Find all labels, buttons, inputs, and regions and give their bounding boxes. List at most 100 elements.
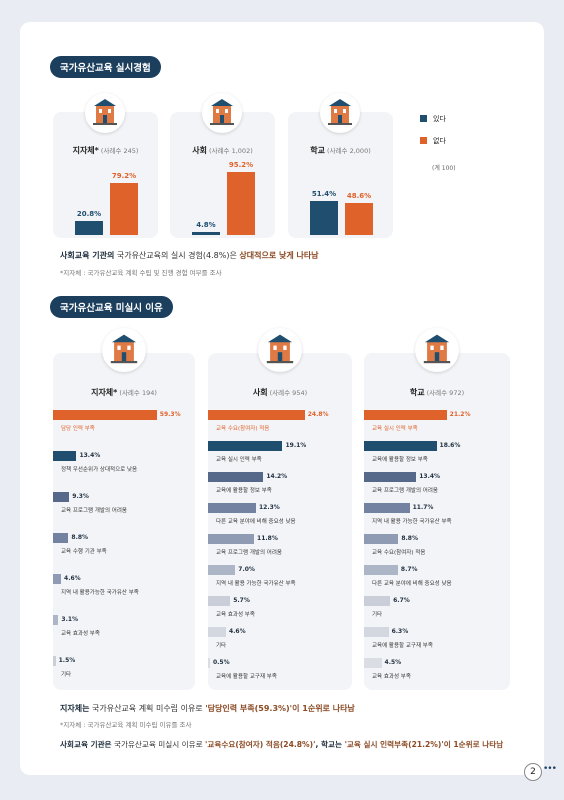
- value-label: 4.6%: [64, 575, 81, 582]
- text-segment: 국가유산교육 미실시 이유로: [111, 740, 206, 749]
- bar: [364, 596, 391, 606]
- icon: [102, 328, 146, 372]
- bar: [364, 472, 417, 482]
- value-label: 24.8%: [307, 411, 329, 418]
- section-title: 국가유산교육 미실시 이유: [50, 296, 173, 318]
- building-icon: [266, 334, 294, 364]
- value-label: 0.5%: [212, 659, 230, 666]
- reason-label: 교육 프로그램 개발의 어려움: [216, 550, 282, 556]
- value-label: 8.7%: [400, 566, 418, 573]
- value-label: 12.3%: [258, 504, 280, 511]
- value-label: 95.2%: [228, 161, 254, 170]
- value-label: 6.3%: [391, 628, 409, 635]
- bar: [53, 492, 70, 502]
- value-label: 3.1%: [61, 616, 79, 623]
- statement: 지자체는 국가유산교육 계획 미수립 이유로 '담당인력 부족(59.3%)'이…: [60, 703, 355, 714]
- value-label: 1.5%: [58, 657, 76, 664]
- reason-label: 교육 프로그램 개발의 어려움: [61, 508, 127, 514]
- bar: [53, 533, 69, 543]
- bar: [208, 596, 231, 606]
- text-segment: '담당인력 부족(59.3%)'이 1순위로 나타남: [205, 704, 355, 713]
- value-label: 51.4%: [311, 190, 337, 199]
- bar: [364, 658, 382, 668]
- panel-title: 사회 (사례수 1,002): [170, 145, 275, 156]
- building-icon: [110, 334, 138, 364]
- reason-label: 지역 내 활용 가능한 국가유산 부족: [216, 581, 296, 587]
- building-icon: [423, 334, 451, 364]
- value-label: 11.7%: [412, 504, 434, 511]
- reason-label: 교육 수요(참여자) 적음: [216, 426, 270, 432]
- value-label: 6.7%: [393, 597, 410, 604]
- bar: [208, 565, 236, 575]
- icon: [85, 93, 125, 133]
- value-label: 13.4%: [419, 473, 441, 480]
- reason-label: 교육에 활용할 정보 부족: [216, 488, 272, 494]
- bar: [75, 221, 103, 235]
- value-label: 8.8%: [401, 535, 418, 542]
- value-label: 11.8%: [257, 535, 278, 542]
- value-label: 4.5%: [384, 659, 402, 666]
- note: *지자체 : 국가유산교육 계획 미수립 이유를 조사: [60, 721, 192, 729]
- value-label: 9.3%: [72, 493, 89, 500]
- bar: [364, 441, 437, 451]
- name: 사회: [192, 146, 207, 155]
- reason-label: 지역 내 활용 가능한 국가유산 부족: [372, 519, 452, 525]
- value-label: 4.6%: [228, 628, 246, 635]
- sample: (사례수 972): [424, 389, 465, 397]
- reason-label: 기타: [61, 672, 72, 678]
- icon: [202, 93, 242, 133]
- panel: [53, 353, 195, 690]
- reason-label: 기타: [372, 612, 383, 618]
- legend-swatch: [420, 115, 427, 122]
- bar: [208, 658, 210, 668]
- icon: [415, 328, 459, 372]
- panel-title: 학교 (사례수 2,000): [288, 145, 393, 156]
- bar: [364, 627, 389, 637]
- legend-swatch: [420, 137, 427, 144]
- name: 학교: [409, 388, 425, 397]
- bar: [208, 503, 256, 513]
- building-icon: [328, 99, 352, 125]
- reason-label: 교육 프로그램 개발의 어려움: [372, 488, 438, 494]
- reason-label: 기타: [216, 643, 227, 649]
- bar: [208, 441, 283, 451]
- value-label: 14.2%: [266, 473, 288, 480]
- building-icon: [93, 99, 117, 125]
- value-label: 13.4%: [79, 452, 101, 459]
- bar: [364, 565, 398, 575]
- bar: [364, 503, 410, 513]
- reason-label: 교육 실시 인력 부족: [372, 426, 418, 432]
- reason-label: 교육 효과성 부족: [61, 631, 100, 637]
- bar: [208, 627, 226, 637]
- text-segment: 국가유산교육의 실시 경험(4.8%)은: [114, 251, 240, 260]
- note: *지자체 : 국가유산교육 계획 수립 및 진행 경험 여부를 조사: [60, 269, 222, 277]
- bar: [208, 410, 305, 420]
- icon: [258, 328, 302, 372]
- name: 지자체*: [91, 388, 118, 397]
- value-label: 20.8%: [76, 210, 102, 219]
- bar: [227, 172, 255, 235]
- panel: [170, 112, 275, 238]
- bar: [364, 410, 447, 420]
- section-title: 국가유산교육 실시경험: [50, 56, 161, 78]
- reason-label: 교육 효과성 부족: [216, 612, 255, 618]
- bar: [364, 534, 399, 544]
- text-segment: '교육수요(참여자) 적음(24.8%)': [205, 740, 316, 749]
- value-label: 8.8%: [71, 534, 89, 541]
- value-label: 4.8%: [196, 220, 216, 229]
- value-label: 79.2%: [111, 171, 137, 180]
- name: 학교: [310, 146, 325, 155]
- bar: [53, 410, 157, 420]
- legend-label: 없다: [433, 137, 446, 145]
- reason-label: 교육에 활용할 교구재 부족: [372, 643, 433, 649]
- reason-label: 교육 실시 인력 부족: [216, 457, 262, 463]
- reason-label: 다른 교육 분야에 비해 중요성 낮음: [372, 581, 452, 587]
- bar: [110, 182, 138, 235]
- statement: 사회교육 기관의 국가유산교육의 실시 경험(4.8%)은 상대적으로 낮게 나…: [60, 250, 319, 261]
- bar: [208, 534, 255, 544]
- text-segment: 국가유산교육 계획 미수립 이유로: [89, 704, 206, 713]
- name: 사회: [252, 388, 268, 397]
- bar: [208, 472, 264, 482]
- page-number: 2: [524, 763, 542, 781]
- total-note: (계 100): [432, 165, 456, 172]
